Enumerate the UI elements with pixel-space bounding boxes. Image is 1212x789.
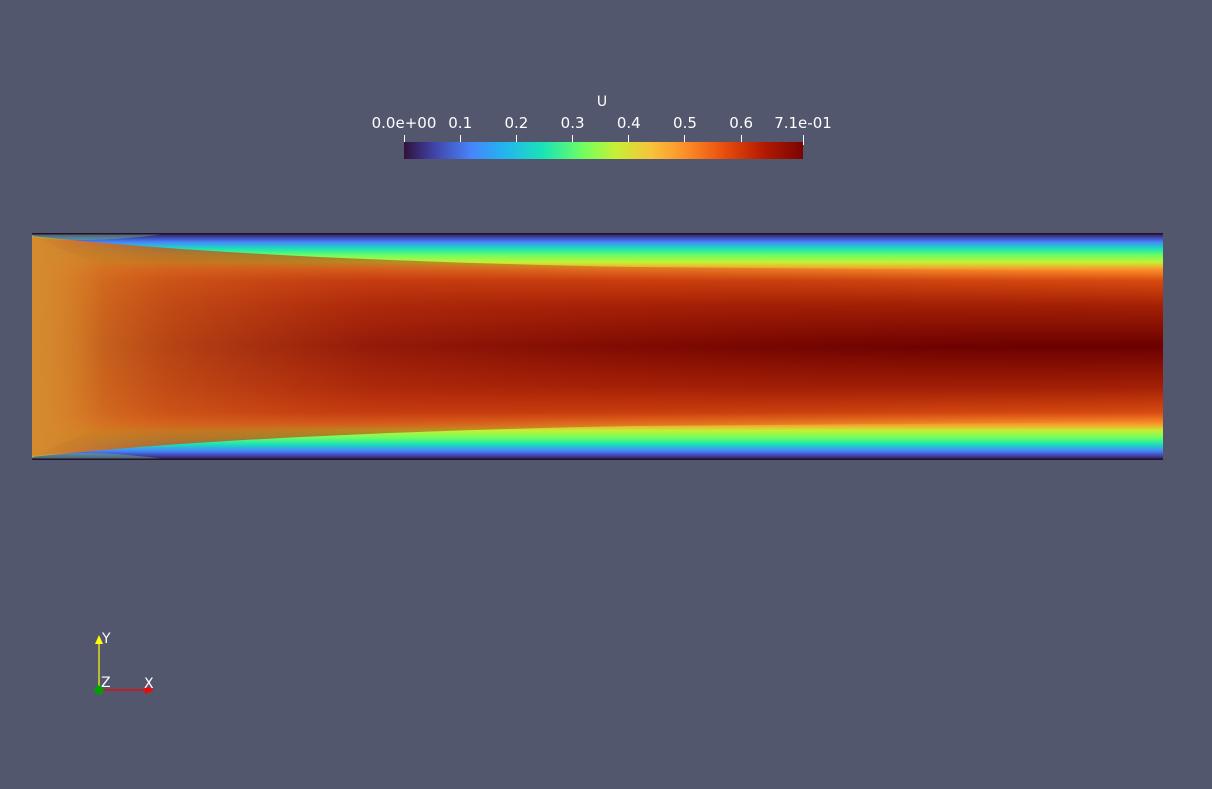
orientation-axes-svg: [94, 635, 154, 695]
x-axis-label: X: [144, 676, 154, 692]
y-axis-arrow: [95, 635, 103, 644]
wall-top: [32, 233, 1163, 235]
z-axis-label: Z: [101, 675, 111, 691]
scalar-bar-tick-label: 0.4: [616, 114, 641, 132]
velocity-field-svg: [32, 233, 1163, 460]
y-axis-label: Y: [102, 631, 111, 647]
scalar-bar-tick-mark: [572, 135, 574, 145]
velocity-field[interactable]: [32, 233, 1163, 460]
scalar-bar-tick-label: 0.6: [729, 114, 754, 132]
scalar-bar-tick-label: 0.0e+00: [371, 114, 437, 132]
x-axis-arrow: [145, 686, 154, 694]
scalar-bar-tick-label: 0.5: [673, 114, 697, 132]
scalar-bar-tick-mark: [459, 135, 461, 145]
scalar-bar[interactable]: U 0.0e+00 0.1 0.2 0.3 0.4 0.5 0.6 7.1e-01: [360, 92, 840, 162]
scalar-bar-gradient: [404, 142, 803, 159]
inlet-region: [32, 235, 102, 458]
inlet-corner-bottom: [32, 453, 172, 460]
scalar-bar-tick-mark: [802, 135, 804, 145]
scalar-bar-title: U: [596, 94, 608, 110]
scalar-bar-tick-label: 7.1e-01: [774, 114, 832, 132]
developing-core: [32, 236, 1163, 457]
scalar-bar-tick-mark: [403, 135, 405, 145]
orientation-axes[interactable]: Y X Z: [85, 628, 175, 708]
inlet-corner-top: [32, 233, 172, 240]
wall-bottom: [32, 458, 1163, 460]
scalar-bar-tick-label: 0.3: [560, 114, 585, 132]
scalar-bar-tick-mark: [684, 135, 686, 145]
z-axis-dot: [94, 685, 104, 695]
scalar-bar-tick-label: 0.2: [504, 114, 529, 132]
scalar-bar-tick-label: 0.1: [448, 114, 473, 132]
scalar-bar-tick-mark: [740, 135, 742, 145]
scalar-bar-tick-mark: [515, 135, 517, 145]
scalar-bar-tick-mark: [628, 135, 630, 145]
